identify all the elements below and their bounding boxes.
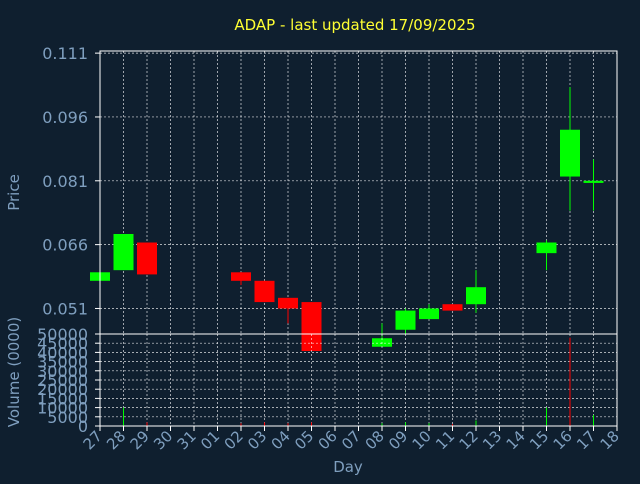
x-tick-label: 10 <box>409 427 435 453</box>
x-tick-label: 13 <box>479 427 505 453</box>
candle-body <box>536 242 557 254</box>
x-tick-label: 05 <box>291 427 317 453</box>
candle-body <box>113 233 134 271</box>
price-tick-label: 0.081 <box>42 172 88 191</box>
x-tick-label: 28 <box>103 427 129 453</box>
candle-body <box>560 129 580 177</box>
volume-tick-label: 15000 <box>37 389 88 408</box>
x-tick-label: 11 <box>432 427 458 453</box>
volume-grid <box>99 334 618 426</box>
price-tick-label: 0.066 <box>42 236 88 255</box>
volume-tick-label: 0 <box>78 417 88 436</box>
x-tick-label: 07 <box>338 427 364 453</box>
volume-tick-label: 20000 <box>37 380 88 399</box>
x-ticks: 2728293031010203040506070809101112131415… <box>80 426 623 453</box>
x-tick-label: 17 <box>573 427 599 453</box>
x-tick-label: 02 <box>221 427 247 453</box>
x-tick-label: 14 <box>503 427 529 453</box>
x-tick-label: 31 <box>174 427 200 453</box>
x-tick-label: 15 <box>526 427 552 453</box>
price-grid <box>99 51 618 334</box>
price-tick-label: 0.051 <box>42 299 88 318</box>
volume-tick-label: 45000 <box>37 334 88 353</box>
x-tick-label: 18 <box>597 427 623 453</box>
x-tick-label: 08 <box>362 427 388 453</box>
x-tick-label: 12 <box>456 427 482 453</box>
x-tick-label: 04 <box>268 427 294 453</box>
price-tick-label: 0.111 <box>42 44 88 63</box>
volume-tick-label: 5000 <box>47 408 88 427</box>
volume-y-ticks: 5000045000400003500030000250002000015000… <box>37 325 100 436</box>
volume-y-axis-label: Volume (0000) <box>5 317 23 427</box>
volume-bars <box>123 337 594 426</box>
x-tick-label: 09 <box>385 427 411 453</box>
x-tick-label: 01 <box>197 427 223 453</box>
candle-body <box>231 272 251 281</box>
price-candles <box>90 87 604 352</box>
x-tick-label: 03 <box>244 427 270 453</box>
candle-body <box>419 308 439 320</box>
x-tick-label: 30 <box>150 427 176 453</box>
candle-body <box>137 242 157 275</box>
price-y-ticks: 0.111 0.096 0.081 0.066 0.051 <box>42 44 100 318</box>
volume-frame <box>99 333 618 427</box>
candle-body <box>278 297 298 309</box>
volume-tick-label: 10000 <box>37 399 88 418</box>
candle-body <box>442 304 463 311</box>
x-tick-label: 16 <box>550 427 576 453</box>
price-y-axis-label: Price <box>5 174 23 211</box>
x-tick-label: 06 <box>315 427 341 453</box>
volume-tick-label: 25000 <box>37 371 88 390</box>
price-tick-label: 0.096 <box>42 108 88 127</box>
volume-tick-label: 30000 <box>37 362 88 381</box>
candle-body <box>254 280 275 303</box>
volume-tick-label: 40000 <box>37 343 88 362</box>
volume-tick-label: 50000 <box>37 325 88 344</box>
candle-body <box>301 302 322 352</box>
candle-body <box>395 310 416 330</box>
volume-tick-label: 35000 <box>37 353 88 372</box>
chart-title: ADAP - last updated 17/09/2025 <box>234 16 475 34</box>
candle-body <box>466 287 486 305</box>
x-axis-label: Day <box>333 458 363 476</box>
candle-body <box>583 180 604 183</box>
x-tick-label: 29 <box>127 427 153 453</box>
